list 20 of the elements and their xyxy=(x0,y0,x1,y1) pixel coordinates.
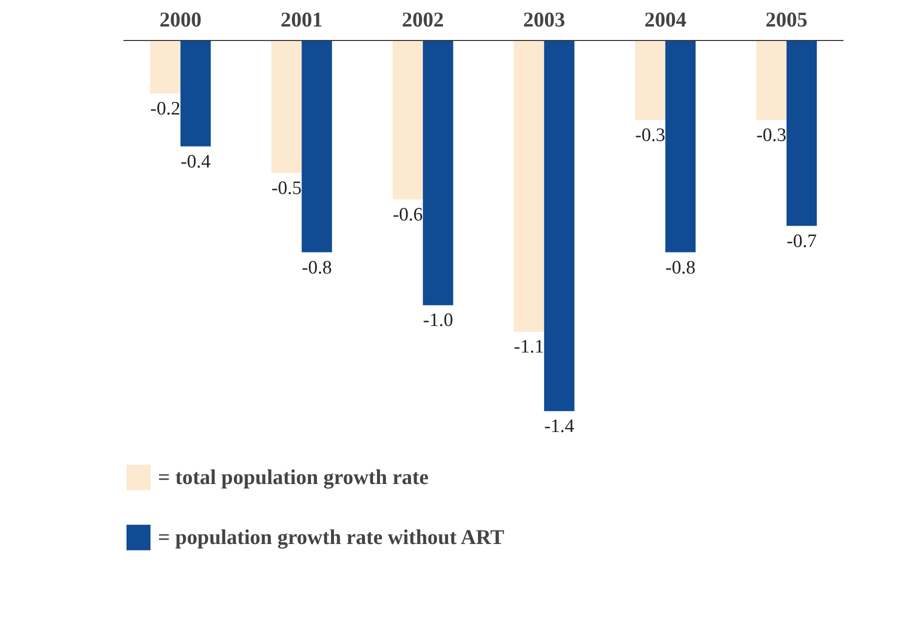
data-label: -0.3 xyxy=(635,124,666,146)
legend-label: = total population growth rate xyxy=(158,464,429,490)
data-label: -0.8 xyxy=(302,257,332,278)
x-tick-label: 2004 xyxy=(644,8,687,32)
x-tick-label: 2005 xyxy=(766,8,808,32)
data-label: -0.8 xyxy=(665,257,696,278)
data-label: -0.7 xyxy=(786,230,817,252)
data-label: -1.4 xyxy=(544,416,575,438)
data-label: -0.3 xyxy=(756,124,786,146)
x-tick-label: 2000 xyxy=(159,8,202,32)
data-label: -0.4 xyxy=(180,151,212,172)
data-label: -1.1 xyxy=(514,336,544,358)
data-label: -0.2 xyxy=(150,98,180,120)
x-tick-label: 2002 xyxy=(402,8,444,32)
legend-label: = population growth rate without ART xyxy=(158,524,504,550)
data-label: -1.0 xyxy=(423,310,454,332)
x-tick-label: 2001 xyxy=(280,8,323,32)
data-label: -0.6 xyxy=(392,204,423,226)
x-tick-label: 2003 xyxy=(523,8,566,32)
data-label: -0.5 xyxy=(271,178,302,199)
